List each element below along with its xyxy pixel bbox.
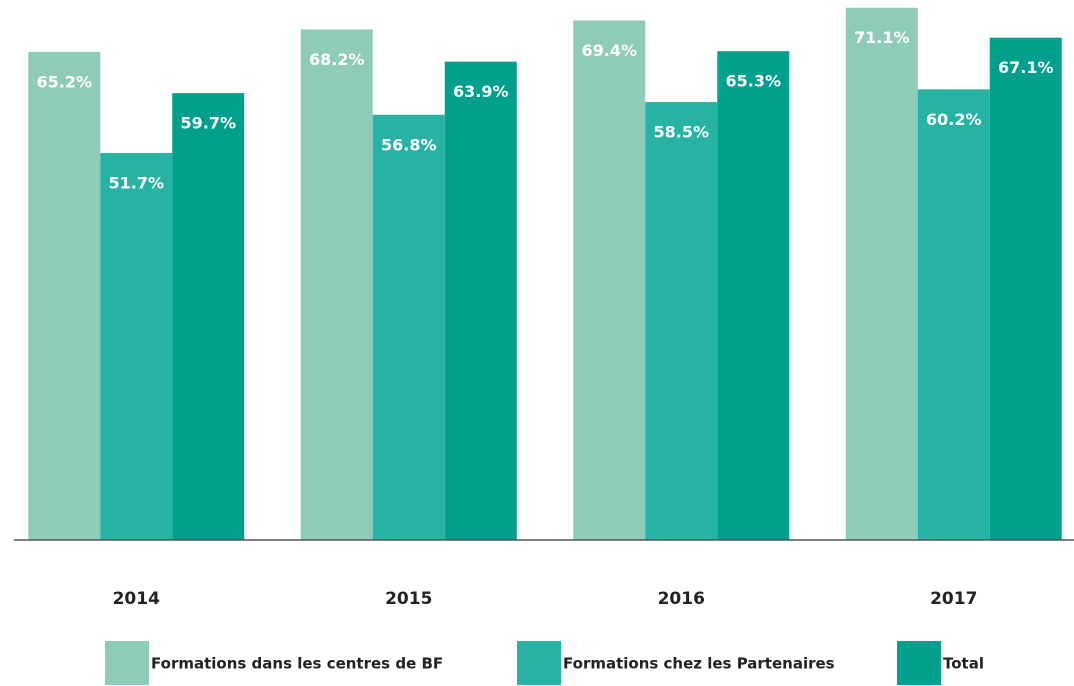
legend-label: Formations chez les Partenaires <box>563 655 835 673</box>
bar <box>300 29 373 540</box>
x-tick-label: 2014 <box>113 589 160 609</box>
bar <box>845 7 918 541</box>
value-label: 51.7% <box>108 173 164 192</box>
bar <box>717 51 790 540</box>
value-label: 68.2% <box>309 50 365 69</box>
x-tick-label: 2015 <box>385 589 432 609</box>
legend-label: Total <box>943 655 984 673</box>
bar <box>444 61 517 540</box>
legend-swatch <box>105 641 149 685</box>
value-label: 63.9% <box>453 82 509 101</box>
value-label: 67.1% <box>998 58 1054 77</box>
bar <box>372 114 445 541</box>
value-label: 65.2% <box>36 72 92 91</box>
legend-swatch <box>897 641 941 685</box>
legend-label: Formations dans les centres de BF <box>151 655 443 673</box>
bar <box>573 20 646 541</box>
value-label: 58.5% <box>653 123 709 142</box>
bar <box>28 51 101 541</box>
bar <box>917 89 990 540</box>
value-label: 65.3% <box>725 72 781 91</box>
legend-swatch <box>517 641 561 685</box>
x-tick-label: 2017 <box>930 589 977 609</box>
bar <box>645 102 718 540</box>
value-label: 71.1% <box>854 28 910 47</box>
x-tick-label: 2016 <box>658 589 705 609</box>
bar <box>172 93 245 541</box>
bar <box>989 37 1062 540</box>
bar <box>100 152 173 540</box>
value-label: 59.7% <box>180 114 236 133</box>
value-label: 69.4% <box>581 41 637 60</box>
value-label: 56.8% <box>381 135 437 154</box>
value-label: 60.2% <box>926 110 982 129</box>
